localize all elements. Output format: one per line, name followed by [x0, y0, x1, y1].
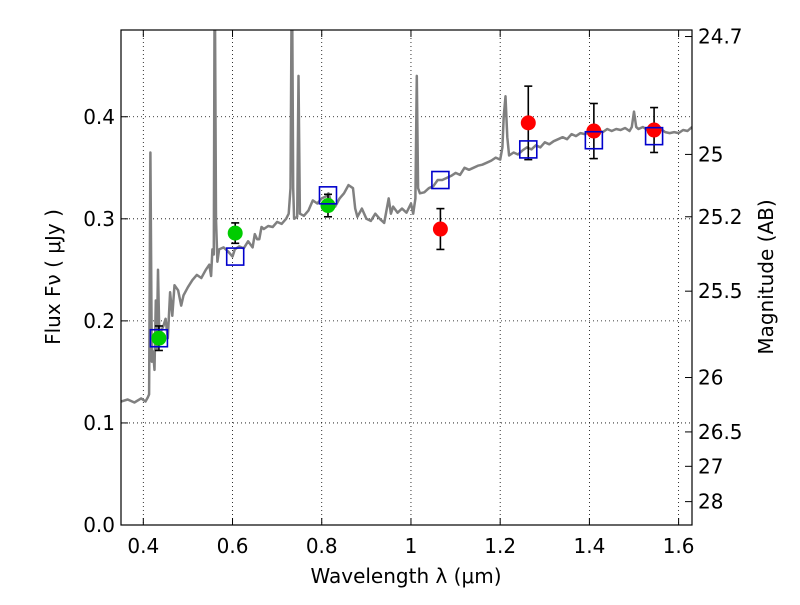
- x-tick-label: 0.4: [127, 534, 159, 558]
- spectrum-line: [121, 30, 692, 404]
- x-tick-label: 1: [405, 534, 418, 558]
- y-tick-label: 0.1: [83, 411, 115, 435]
- y2-tick-label: 26: [698, 366, 723, 390]
- y2-axis-ticks: 24.7 25 25.2 25.5 26 26.5 27 28: [685, 25, 743, 514]
- model-square-marker: [318, 186, 338, 205]
- model-square-marker: [584, 130, 604, 150]
- red-data-point: [520, 115, 536, 131]
- x-axis-ticks: 0.4 0.6 0.8 1 1.2 1.4 1.6: [127, 30, 695, 558]
- y2-tick-label: 26.5: [698, 420, 743, 444]
- grid-layer: [121, 30, 692, 525]
- y2-tick-label: 25.2: [698, 205, 743, 229]
- model-square-marker: [149, 328, 169, 348]
- x-tick-label: 1.2: [484, 534, 516, 558]
- y-tick-label: 0.4: [83, 105, 115, 129]
- y2-tick-label: 28: [698, 490, 723, 514]
- model-square-marker: [518, 140, 538, 159]
- y2-tick-label: 25.5: [698, 279, 743, 303]
- green-data-point: [151, 330, 167, 346]
- y2-tick-label: 24.7: [698, 25, 743, 49]
- y2-tick-label: 27: [698, 454, 723, 478]
- y-tick-label: 0.0: [83, 513, 115, 537]
- point-layer: [151, 115, 662, 346]
- spectrum-layer: [121, 30, 692, 404]
- red-data-point: [646, 122, 662, 138]
- y-tick-label: 0.2: [83, 309, 115, 333]
- plot-background: [121, 30, 692, 525]
- model-square-marker: [644, 126, 664, 146]
- x-tick-label: 0.8: [306, 534, 338, 558]
- y-tick-label: 0.3: [83, 207, 115, 231]
- y2-axis-label: Magnitude (AB): [754, 199, 778, 354]
- model-square-marker: [431, 170, 450, 190]
- x-tick-label: 1.6: [663, 534, 695, 558]
- plot-frame: [120, 29, 693, 526]
- y2-tick-label: 25: [698, 142, 723, 166]
- x-axis-label: Wavelength λ (μm): [310, 564, 501, 588]
- red-data-point: [432, 221, 448, 237]
- y-axis-ticks: 0.0 0.1 0.2 0.3 0.4: [83, 105, 128, 537]
- x-tick-label: 1.4: [573, 534, 605, 558]
- square-layer: [149, 126, 664, 348]
- x-tick-label: 0.6: [217, 534, 249, 558]
- y-axis-label: Flux Fν ( μJy ): [41, 209, 65, 345]
- green-data-point: [227, 225, 243, 241]
- model-square-marker: [225, 247, 245, 266]
- green-data-point: [320, 198, 336, 214]
